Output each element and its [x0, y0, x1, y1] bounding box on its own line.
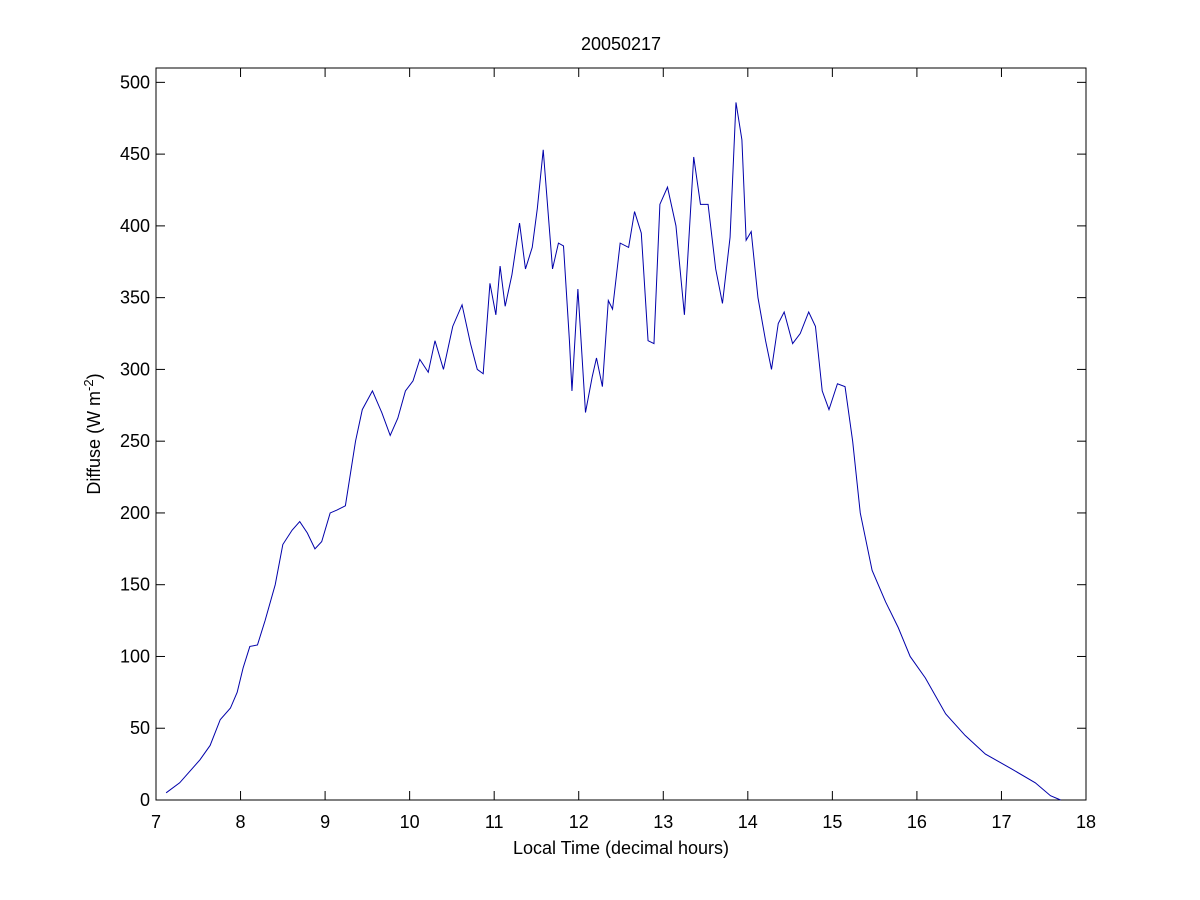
x-tick-label: 9 — [320, 812, 330, 832]
x-tick-label: 11 — [485, 812, 504, 832]
x-tick-label: 17 — [991, 812, 1011, 832]
x-tick-label: 13 — [653, 812, 673, 832]
y-axis-label: Diffuse (W m-2) — [81, 373, 104, 494]
y-tick-label: 450 — [120, 144, 150, 164]
x-tick-label: 15 — [822, 812, 842, 832]
x-tick-label: 7 — [151, 812, 161, 832]
y-label-tail: ) — [84, 373, 104, 379]
y-tick-label: 250 — [120, 431, 150, 451]
plot-frame — [155, 67, 1087, 801]
y-tick-label: 100 — [120, 646, 150, 666]
y-tick-label: 150 — [120, 575, 150, 595]
y-label-sup: -2 — [81, 379, 96, 391]
y-tick-label: 400 — [120, 216, 150, 236]
x-tick-label: 18 — [1076, 812, 1096, 832]
x-tick-label: 8 — [236, 812, 246, 832]
x-tick-label: 10 — [400, 812, 420, 832]
y-label-text: Diffuse (W m — [84, 391, 104, 495]
y-tick-label: 500 — [120, 72, 150, 92]
x-tick-label: 12 — [569, 812, 589, 832]
x-tick-label: 14 — [738, 812, 758, 832]
y-tick-label: 0 — [140, 790, 150, 810]
x-tick-label: 16 — [907, 812, 927, 832]
y-tick-label: 50 — [130, 718, 150, 738]
y-tick-label: 300 — [120, 359, 150, 379]
y-tick-label: 350 — [120, 288, 150, 308]
data-line — [165, 102, 1061, 801]
chart-title: 20050217 — [581, 34, 661, 54]
x-axis-label: Local Time (decimal hours) — [513, 838, 729, 858]
y-tick-label: 200 — [120, 503, 150, 523]
